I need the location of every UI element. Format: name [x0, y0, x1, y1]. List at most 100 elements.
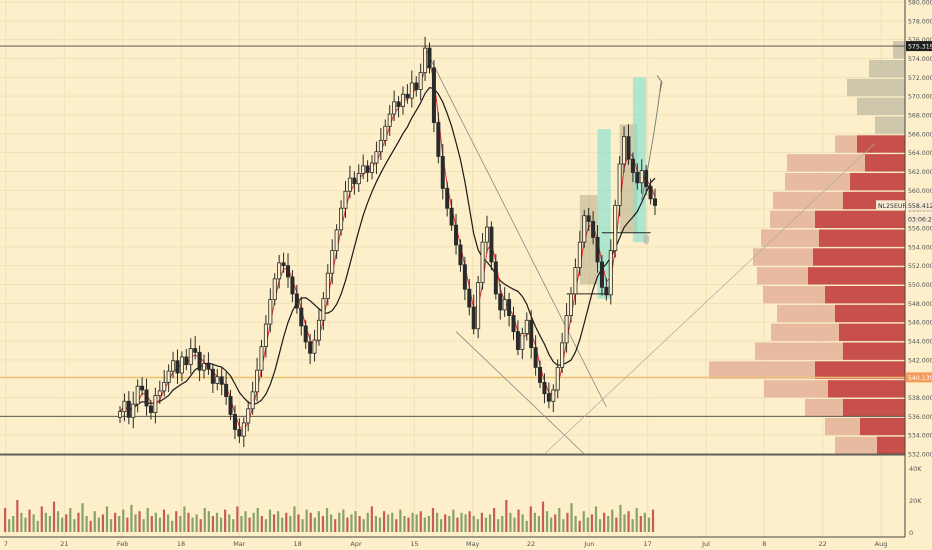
volume-bar	[187, 512, 190, 532]
volume-bar	[52, 501, 56, 532]
volume-bar	[65, 514, 68, 532]
price-tick-label: 572.000	[908, 75, 932, 82]
volume-bar	[358, 516, 361, 532]
candle	[476, 282, 481, 330]
candle	[179, 356, 184, 374]
candle	[356, 172, 361, 185]
horizontal-levels	[0, 45, 905, 455]
volume-bar	[497, 519, 500, 532]
candle	[520, 333, 525, 350]
candle	[153, 395, 158, 413]
candle	[648, 186, 653, 200]
price-tick-label: 562.000	[908, 169, 932, 176]
volume-bar	[440, 519, 443, 532]
candle	[573, 267, 578, 295]
candle	[489, 226, 494, 263]
volume-bar	[36, 520, 39, 532]
volume-tick-label: 0	[909, 529, 913, 537]
volume-bar	[387, 514, 390, 532]
volume-bar	[211, 516, 215, 532]
volume-bar	[264, 519, 267, 532]
volume-bar	[215, 512, 219, 532]
volume-bar	[517, 509, 520, 532]
candle	[427, 47, 432, 69]
volume-bar	[309, 512, 312, 532]
volume-bar	[419, 511, 422, 532]
price-axis[interactable]: 532.000534.000536.000538.000540.000542.0…	[904, 0, 932, 550]
price-label-bg	[906, 200, 932, 211]
candle	[546, 393, 551, 402]
volume-bar	[395, 519, 398, 532]
volume-bar	[16, 500, 19, 532]
volume-bar	[175, 511, 178, 532]
candle	[135, 385, 140, 405]
price-tick-label: 566.000	[908, 131, 932, 138]
price-tick-label: 550.000	[908, 282, 932, 289]
volume-bar	[623, 514, 626, 532]
candle	[184, 356, 189, 365]
volume-bar	[468, 511, 471, 532]
candle	[595, 237, 600, 263]
volume-bar	[476, 519, 479, 532]
volume-bar	[20, 512, 23, 532]
time-axis[interactable]: 7 21 Feb 18 Mar 18 Apr 15 May 22 Jun 17 Jul 8 22 Aug	[0, 536, 905, 548]
volume-bar	[162, 509, 166, 532]
profile-row-buy	[813, 248, 905, 266]
volume-bar	[550, 517, 553, 532]
candle	[157, 390, 162, 397]
volume-bar	[199, 519, 202, 532]
candle	[166, 370, 171, 383]
candle	[524, 319, 529, 334]
price-tick-label: 570.000	[908, 94, 932, 101]
volume-bar	[81, 503, 84, 532]
volume-bar	[374, 516, 378, 532]
candle	[144, 389, 149, 407]
time-tick-label: Apr	[350, 540, 362, 548]
price-tick-label: 544.000	[908, 339, 932, 346]
price-axis-bg	[905, 0, 932, 550]
candle	[440, 156, 445, 189]
profile-row	[875, 116, 905, 134]
volume-bar	[272, 514, 276, 532]
volume-bar	[236, 506, 239, 532]
volume-bar	[305, 509, 308, 532]
profile-row	[857, 97, 905, 115]
volume-bar	[325, 508, 329, 532]
candle	[263, 323, 268, 348]
volume-bar	[391, 512, 394, 532]
volume-bar	[590, 514, 593, 532]
volume-bar	[313, 517, 316, 532]
time-tick-label: Feb	[117, 540, 129, 548]
profile-row-buy	[865, 154, 905, 172]
profile-row-buy	[835, 304, 905, 323]
volume-bar	[647, 517, 651, 532]
volume-axis: 0 20K 40K	[909, 465, 922, 537]
volume-bar	[435, 512, 439, 532]
volume-bar	[464, 514, 467, 532]
volume-bar	[183, 506, 186, 532]
candle	[193, 348, 198, 353]
volume-bar	[89, 520, 92, 532]
candle	[374, 151, 379, 164]
profile-row-buy	[815, 361, 905, 379]
volume-bar	[321, 516, 325, 532]
candle	[224, 383, 229, 397]
candle	[206, 363, 211, 370]
volume-bar	[277, 511, 280, 532]
ma-fast-line	[119, 61, 656, 431]
candle	[436, 122, 441, 157]
candle	[613, 204, 618, 251]
candle	[241, 422, 246, 437]
volume-bar	[334, 519, 337, 532]
candles[interactable]	[118, 36, 658, 448]
volume-bar	[281, 517, 284, 532]
volume-bar	[643, 512, 646, 532]
volume-bar	[219, 517, 223, 532]
volume-bar	[521, 514, 524, 532]
candle	[321, 298, 326, 321]
volume-bar	[537, 516, 541, 532]
volume-bar	[93, 511, 96, 532]
candle	[454, 224, 459, 246]
volume-bar	[607, 516, 610, 532]
